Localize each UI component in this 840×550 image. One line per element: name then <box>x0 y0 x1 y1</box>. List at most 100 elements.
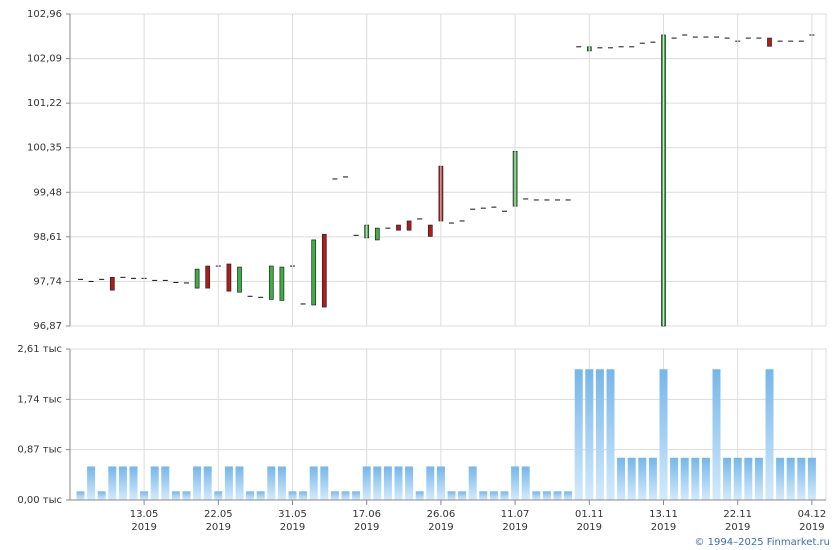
volume-bar <box>574 369 583 500</box>
volume-bar <box>500 491 509 500</box>
volume-bar <box>617 457 626 500</box>
x-tick-label: 22.11 2019 <box>723 509 752 533</box>
candle <box>311 239 317 306</box>
volume-bar <box>214 491 223 500</box>
volume-bar <box>542 491 551 500</box>
volume-bar <box>468 466 477 500</box>
volume-bar <box>309 466 318 500</box>
volume-bar <box>659 369 668 500</box>
volume-bar <box>426 466 435 500</box>
volume-bar <box>224 466 233 500</box>
volume-bar <box>108 466 117 500</box>
y-tick-label: 97,74 <box>33 276 62 287</box>
volume-bar <box>150 466 159 500</box>
volume-bar <box>585 369 594 500</box>
x-tick-label: 17.06 2019 <box>352 509 381 533</box>
volume-bar <box>521 466 530 500</box>
volume-bar <box>383 466 392 500</box>
volume-bar <box>256 491 265 500</box>
volume-bar <box>733 457 742 500</box>
volume-bar <box>182 491 191 500</box>
volume-bar <box>352 491 361 500</box>
volume-bar <box>691 457 700 500</box>
y-tick-label: 2,61 тыс <box>17 344 62 355</box>
y-tick-label: 102,09 <box>27 54 62 65</box>
y-tick-label: 102,96 <box>27 9 62 20</box>
volume-bar <box>246 491 255 500</box>
volume-bar <box>415 491 424 500</box>
volume-bar <box>595 369 604 500</box>
volume-bar <box>277 466 286 500</box>
y-tick-label: 101,22 <box>27 98 62 109</box>
volume-bar <box>532 491 541 500</box>
candle <box>406 220 412 231</box>
volume-bar <box>797 457 806 500</box>
volume-bar <box>807 457 816 500</box>
x-tick-label: 04.12 2019 <box>798 509 827 533</box>
volume-bar <box>299 491 308 500</box>
volume-bar <box>320 466 329 500</box>
volume-bar <box>712 369 721 500</box>
volume-bar <box>447 491 456 500</box>
x-tick-label: 22.05 2019 <box>204 509 233 533</box>
y-tick-label: 98,61 <box>33 232 62 243</box>
volume-bar <box>606 369 615 500</box>
volume-bar <box>458 491 467 500</box>
volume-bar <box>288 491 297 500</box>
volume-bar <box>267 466 276 500</box>
volume-bar <box>670 457 679 500</box>
volume-bar <box>373 466 382 500</box>
volume-bar <box>161 466 170 500</box>
candle <box>194 268 200 289</box>
volume-bar <box>638 457 647 500</box>
x-tick-label: 26.06 2019 <box>427 509 456 533</box>
y-tick-label: 99,48 <box>33 187 62 198</box>
volume-bar <box>193 466 202 500</box>
candle <box>396 224 401 231</box>
volume-bar <box>489 491 498 500</box>
volume-bar <box>405 466 414 500</box>
volume-bar <box>118 466 127 500</box>
candle <box>279 266 285 301</box>
volume-bar <box>203 466 212 500</box>
candle <box>767 37 772 47</box>
volume-bar <box>330 491 339 500</box>
y-tick-label: 0,87 тыс <box>17 445 62 456</box>
volume-bar <box>87 466 96 500</box>
candle <box>237 266 242 293</box>
volume-bar <box>362 466 371 500</box>
candle <box>427 224 433 237</box>
volume-bar <box>648 457 657 500</box>
candle <box>205 265 211 289</box>
y-tick-label: 100,35 <box>27 143 62 154</box>
volume-bar <box>627 457 636 500</box>
candle <box>226 263 232 292</box>
volume-bar <box>701 457 710 500</box>
volume-bar <box>553 491 562 500</box>
volume-bar <box>723 457 732 500</box>
plot-frame <box>69 13 827 327</box>
x-tick-label: 31.05 2019 <box>278 509 307 533</box>
candle <box>109 276 115 291</box>
volume-bar <box>786 457 795 500</box>
x-tick-label: 11.07 2019 <box>501 509 530 533</box>
volume-bar <box>140 491 149 500</box>
volume-bar <box>754 457 763 500</box>
y-tick-label: 0,00 тыс <box>17 495 62 506</box>
x-tick-label: 01.11 2019 <box>575 509 604 533</box>
volume-bar <box>680 457 689 500</box>
volume-bar <box>744 457 753 500</box>
x-tick-label: 13.11 2019 <box>649 509 678 533</box>
volume-bar <box>564 491 573 500</box>
volume-bar <box>235 466 244 500</box>
volume-bar <box>765 369 774 500</box>
volume-bar <box>394 466 403 500</box>
volume-bar <box>129 466 138 500</box>
volume-bar <box>511 466 520 500</box>
y-tick-label: 1,74 тыс <box>17 394 62 405</box>
volume-bar <box>97 491 106 500</box>
volume-bar <box>436 466 445 500</box>
candle <box>268 265 274 300</box>
volume-bar <box>341 491 350 500</box>
